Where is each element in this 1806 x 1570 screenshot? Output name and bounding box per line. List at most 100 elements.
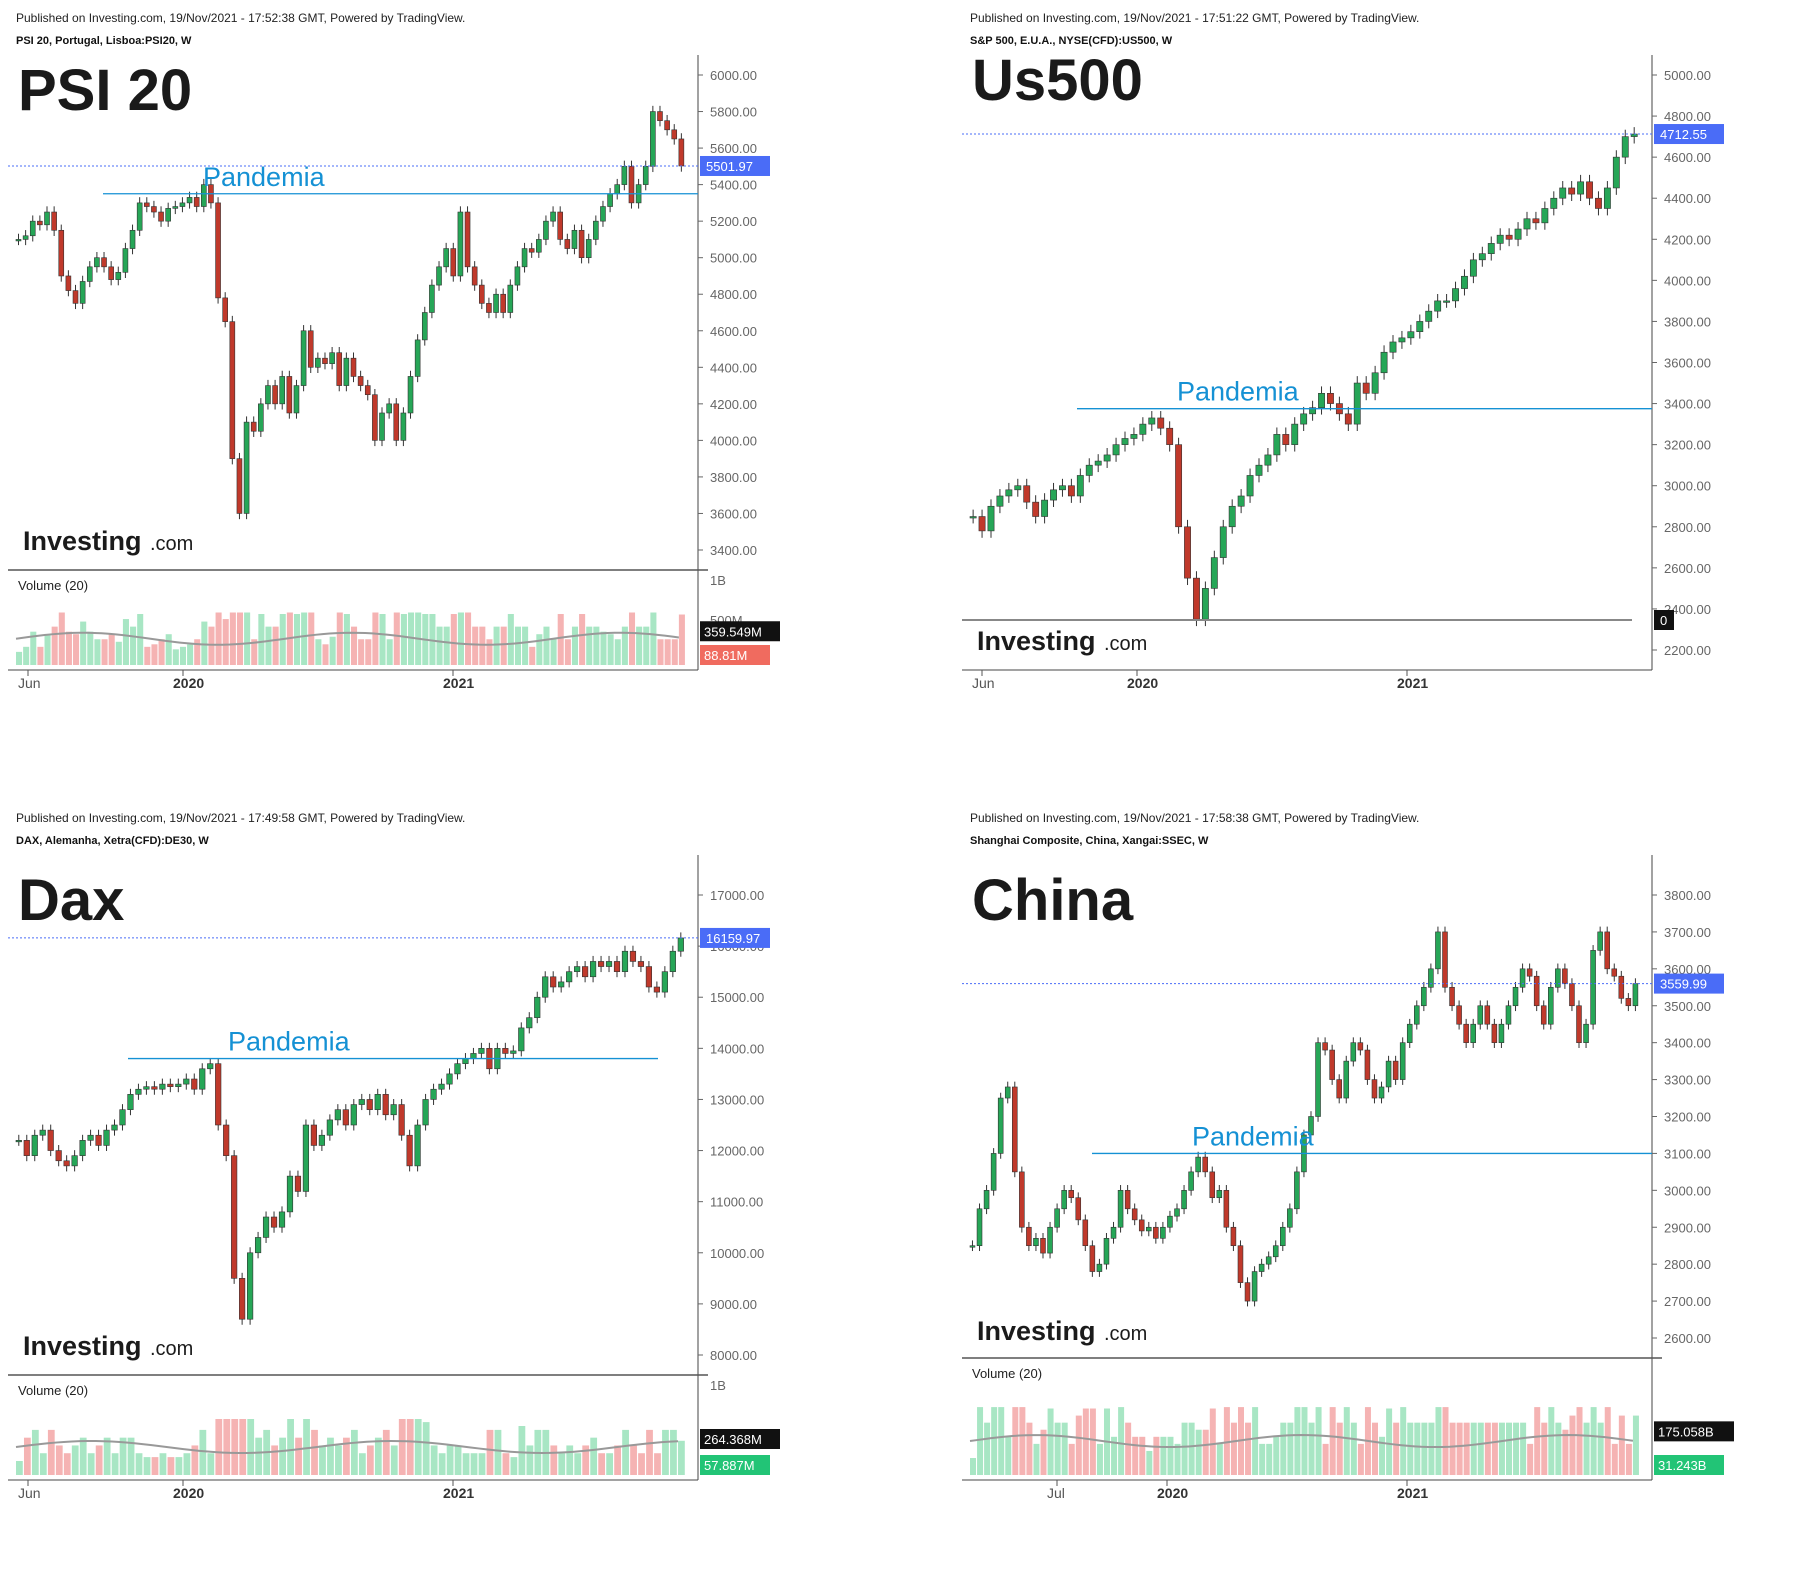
- candle-body: [175, 1083, 182, 1087]
- last-price-flag: [700, 155, 770, 176]
- volume-bar: [358, 1453, 366, 1475]
- volume-bar: [1054, 1422, 1061, 1475]
- y-tick-label: 3000.00: [1664, 479, 1711, 494]
- candle-body: [1255, 464, 1263, 476]
- x-tick-label: 2021: [1397, 675, 1428, 691]
- candle-body: [1195, 1156, 1201, 1173]
- volume-bar: [582, 1445, 590, 1475]
- candle-body: [1273, 434, 1281, 456]
- volume-bar: [1604, 1407, 1611, 1475]
- volume-bar: [222, 619, 229, 665]
- volume-bar: [510, 1457, 518, 1475]
- candle-body: [1089, 1245, 1096, 1272]
- y-tick-label: 2200.00: [1664, 643, 1711, 658]
- candle-body: [1350, 1042, 1357, 1062]
- candle-body: [315, 357, 321, 368]
- symbol-line: DAX, Alemanha, Xetra(CFD):DE30, W: [16, 835, 209, 847]
- volume-bar: [63, 1453, 71, 1475]
- volume-bar: [614, 639, 621, 665]
- candle-body: [1202, 1156, 1208, 1173]
- pandemia-label: Pandemia: [1177, 377, 1300, 407]
- volume-bar: [678, 1440, 685, 1475]
- candle-body: [557, 211, 563, 240]
- volume-bar: [1033, 1443, 1040, 1475]
- chart-panel-psi20: Published on Investing.com, 19/Nov/2021 …: [8, 0, 868, 740]
- candle-body: [1456, 1005, 1462, 1025]
- y-tick-label: 4400.00: [710, 360, 757, 375]
- volume-bar: [127, 1437, 135, 1475]
- candle-body: [186, 197, 193, 204]
- chart-panel-china: Published on Investing.com, 19/Nov/2021 …: [962, 800, 1806, 1540]
- candle-body: [39, 1129, 46, 1136]
- x-tick-label: 2020: [1157, 1485, 1188, 1501]
- candle-body: [1569, 983, 1575, 1007]
- candle-body: [564, 239, 571, 249]
- candle-body: [536, 239, 542, 253]
- candle-body: [1139, 423, 1147, 435]
- candle-body: [1033, 1238, 1039, 1247]
- chart-title: PSI 20: [18, 58, 192, 123]
- candle-body: [1514, 228, 1522, 240]
- candle-body: [58, 229, 65, 277]
- volume-ma-value: 264.368M: [704, 1432, 762, 1447]
- candle-body: [1625, 998, 1632, 1007]
- volume-last-value: 88.81M: [704, 648, 747, 663]
- volume-bar: [443, 626, 450, 665]
- candle-body: [597, 961, 605, 967]
- candle-body: [1562, 968, 1568, 984]
- candle-body: [1166, 427, 1174, 445]
- volume-bar: [579, 614, 586, 665]
- volume-bar: [231, 1419, 239, 1475]
- candle-body: [1533, 975, 1540, 1007]
- y-tick-label: 4400.00: [1664, 191, 1711, 206]
- volume-bar: [1223, 1407, 1230, 1475]
- candle-body: [1054, 1208, 1060, 1228]
- volume-bar: [1181, 1422, 1188, 1475]
- volume-bar: [208, 626, 215, 665]
- volume-axis-label: 1B: [710, 573, 726, 588]
- y-tick-label: 3400.00: [1664, 397, 1711, 412]
- volume-bar: [165, 634, 172, 665]
- candle-body: [1112, 444, 1120, 456]
- candle-body: [1498, 1023, 1505, 1043]
- candle-body: [247, 1252, 254, 1320]
- x-tick-label: Jun: [18, 1485, 41, 1501]
- volume-last-flag: [1654, 1455, 1724, 1475]
- y-tick-label: 2900.00: [1664, 1220, 1711, 1235]
- x-tick-label: 2021: [443, 675, 474, 691]
- candle-body: [94, 257, 100, 268]
- candle-body: [1590, 950, 1596, 1025]
- volume-bar: [95, 1445, 103, 1475]
- candle-body: [400, 412, 407, 441]
- candle-body: [1188, 1171, 1194, 1191]
- volume-bar: [670, 1429, 677, 1475]
- candle-body: [1470, 1023, 1476, 1043]
- candle-body: [193, 197, 200, 207]
- candle-body: [1595, 197, 1602, 209]
- volume-bar: [457, 612, 464, 665]
- symbol-line: Shanghai Composite, China, Xangai:SSEC, …: [970, 835, 1209, 847]
- investing-logo-suffix: .com: [150, 1338, 193, 1360]
- volume-bar: [101, 639, 108, 665]
- candle-body: [457, 211, 464, 277]
- candle-body: [31, 1134, 38, 1156]
- candle-body: [1380, 351, 1388, 374]
- volume-last-flag: [700, 645, 770, 665]
- volume-bar: [550, 639, 557, 665]
- volume-bar: [1230, 1422, 1237, 1475]
- candle-body: [450, 248, 457, 277]
- x-tick-label: 2020: [173, 675, 204, 691]
- investing-logo: Investing: [23, 1331, 142, 1361]
- volume-bar: [311, 1429, 318, 1475]
- candle-body: [1219, 526, 1227, 558]
- candle-body: [478, 284, 485, 304]
- candle-body: [374, 1094, 381, 1110]
- candle-body: [1014, 485, 1022, 491]
- volume-bar: [1498, 1422, 1505, 1475]
- candle-body: [500, 293, 506, 313]
- y-tick-label: 12000.00: [710, 1144, 764, 1159]
- volume-bar: [558, 1453, 566, 1475]
- y-tick-label: 3800.00: [1664, 888, 1711, 903]
- candle-body: [566, 971, 573, 983]
- candle-body: [322, 357, 328, 364]
